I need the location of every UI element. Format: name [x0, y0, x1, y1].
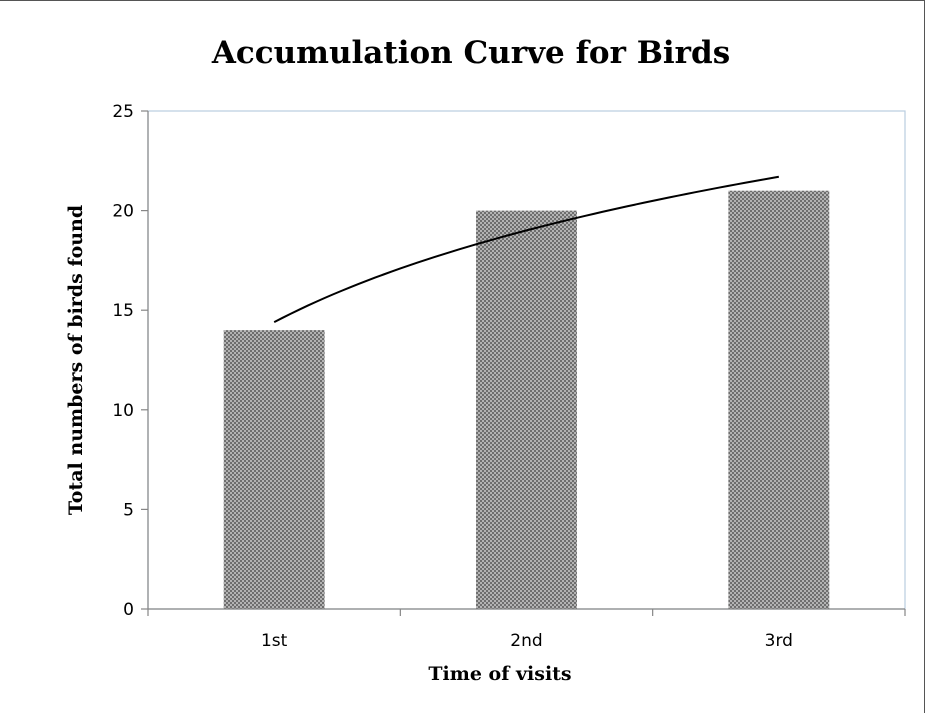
- y-ticks-group: 0 5 10 15 20 25: [112, 102, 148, 620]
- y-tick-label: 20: [112, 202, 134, 222]
- y-tick-label: 25: [112, 102, 134, 122]
- x-ticks-group: 1st 2nd 3rd: [147, 609, 906, 651]
- bar-3rd: [728, 190, 830, 609]
- x-tick-label: 1st: [261, 631, 288, 651]
- bar-1st: [223, 330, 325, 609]
- x-tick-label: 3rd: [765, 631, 793, 651]
- x-axis-label: Time of visits: [428, 663, 571, 685]
- trendline: [273, 175, 780, 324]
- y-tick-label: 15: [112, 301, 134, 321]
- axes-group: [147, 111, 905, 610]
- y-tick-label: 0: [123, 600, 134, 620]
- x-tick-label: 2nd: [510, 631, 542, 651]
- y-axis-label: Total numbers of birds found: [65, 205, 87, 515]
- bars-group: [223, 190, 830, 609]
- y-tick-label: 10: [112, 401, 134, 421]
- trendline-group: [273, 175, 780, 324]
- bar-2nd: [476, 210, 577, 609]
- chart-title: Accumulation Curve for Birds: [211, 35, 730, 71]
- y-tick-label: 5: [123, 500, 134, 520]
